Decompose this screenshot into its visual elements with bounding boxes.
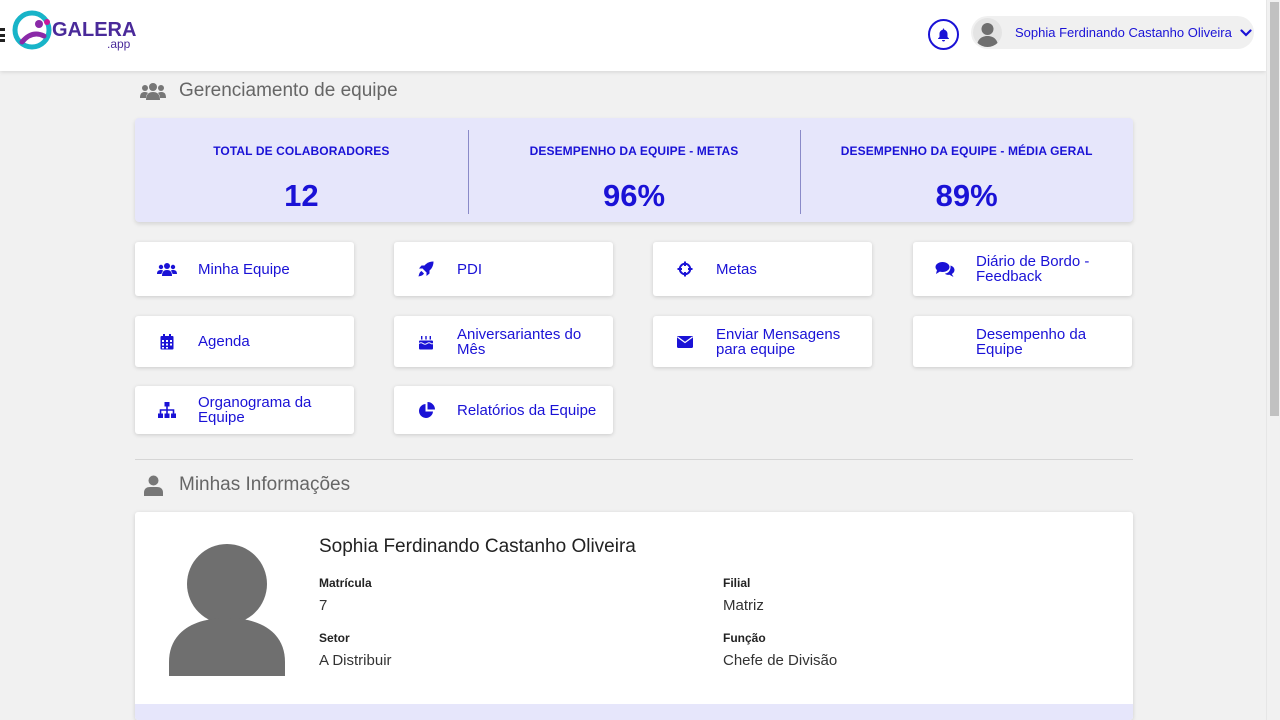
my-info-card: Sophia Ferdinando Castanho Oliveira Matr…	[135, 512, 1133, 720]
user-avatar-icon	[977, 23, 998, 47]
action-label: Organograma da Equipe	[198, 394, 312, 426]
comments-icon	[933, 257, 957, 281]
action-label: Enviar Mensagens para equipe	[716, 325, 841, 358]
field-value-funcao: Chefe de Divisão	[723, 652, 838, 669]
team-stats-panel: TOTAL DE COLABORADORES 12 DESEMPENHO DA …	[135, 118, 1133, 222]
info-card-footer-strip	[135, 704, 1133, 720]
stat-value: 12	[284, 178, 319, 213]
field-label-setor: Setor	[319, 631, 350, 645]
info-section-title-text: Minhas Informações	[179, 474, 351, 495]
profile-name: Sophia Ferdinando Castanho Oliveira	[319, 536, 636, 557]
notification-bell-button[interactable]	[928, 19, 959, 50]
stat-team-average: DESEMPENHO DA EQUIPE - MÉDIA GERAL 89%	[800, 118, 1133, 222]
scrollbar-thumb[interactable]	[1270, 2, 1279, 416]
page-scrollbar[interactable]	[1266, 0, 1280, 720]
team-section-title: Gerenciamento de equipe	[140, 80, 398, 102]
bell-icon	[938, 28, 949, 41]
field-label-matricula: Matrícula	[319, 576, 372, 590]
profile-avatar-icon	[169, 544, 285, 676]
field-value-setor: A Distribuir	[319, 652, 392, 669]
menu-icon[interactable]	[0, 28, 5, 42]
action-minha-equipe[interactable]: Minha Equipe	[135, 242, 354, 296]
action-desempenho-equipe[interactable]: Desempenho da Equipe	[913, 316, 1132, 367]
avatar	[973, 18, 1002, 47]
action-pdi[interactable]: PDI	[394, 242, 613, 296]
action-relatorios[interactable]: Relatórios da Equipe	[394, 386, 613, 434]
action-label: PDI	[457, 260, 483, 278]
action-organograma[interactable]: Organograma da Equipe	[135, 386, 354, 434]
stat-value: 96%	[602, 178, 666, 213]
action-label: Diário de Bordo - Feedback	[976, 253, 1090, 285]
stat-label: DESEMPENHO DA EQUIPE - METAS	[529, 144, 739, 158]
stat-team-goals: DESEMPENHO DA EQUIPE - METAS 96%	[467, 118, 801, 222]
action-label: Relatórios da Equipe	[457, 401, 597, 419]
action-label: Aniversariantes do Mês	[457, 325, 582, 358]
top-header: GALERA .app Sophia Ferdinando Castanho O…	[0, 0, 1266, 71]
chevron-down-icon	[1240, 28, 1252, 37]
crosshairs-icon	[673, 257, 697, 281]
field-value-filial: Matriz	[723, 597, 764, 614]
stat-label: TOTAL DE COLABORADORES	[213, 144, 390, 158]
stat-value: 89%	[935, 178, 998, 213]
action-enviar-mensagens[interactable]: Enviar Mensagens para equipe	[653, 316, 872, 367]
pie-chart-icon	[414, 398, 438, 422]
stat-total-collaborators: TOTAL DE COLABORADORES 12	[135, 118, 468, 222]
calendar-icon	[155, 330, 179, 354]
action-aniversariantes[interactable]: Aniversariantes do Mês	[394, 316, 613, 367]
user-menu-button[interactable]: Sophia Ferdinando Castanho Oliveira	[971, 16, 1254, 49]
action-label: Desempenho da Equipe	[976, 325, 1087, 358]
action-agenda[interactable]: Agenda	[135, 316, 354, 367]
galera-logo[interactable]: GALERA .app	[12, 10, 137, 54]
envelope-icon	[673, 330, 697, 354]
user-icon	[144, 475, 163, 496]
users-icon	[140, 83, 166, 100]
field-label-funcao: Função	[723, 631, 766, 645]
field-value-matricula: 7	[319, 597, 328, 614]
stat-label: DESEMPENHO DA EQUIPE - MÉDIA GERAL	[840, 144, 1093, 158]
action-label: Minha Equipe	[198, 260, 290, 278]
info-section-title: Minhas Informações	[144, 474, 350, 496]
team-section-title-text: Gerenciamento de equipe	[179, 80, 398, 101]
logo-sub: .app	[107, 37, 131, 51]
action-metas[interactable]: Metas	[653, 242, 872, 296]
action-diario-de-bordo[interactable]: Diário de Bordo - Feedback	[913, 242, 1132, 296]
field-label-filial: Filial	[723, 576, 751, 590]
birthday-cake-icon	[414, 330, 438, 354]
action-label: Metas	[716, 260, 757, 278]
logo-text: GALERA	[52, 19, 136, 41]
section-divider	[135, 459, 1133, 460]
sitemap-icon	[155, 398, 179, 422]
user-name: Sophia Ferdinando Castanho Oliveira	[1015, 25, 1232, 40]
rocket-icon	[414, 257, 438, 281]
action-label: Agenda	[198, 333, 250, 350]
users-icon	[155, 257, 179, 281]
